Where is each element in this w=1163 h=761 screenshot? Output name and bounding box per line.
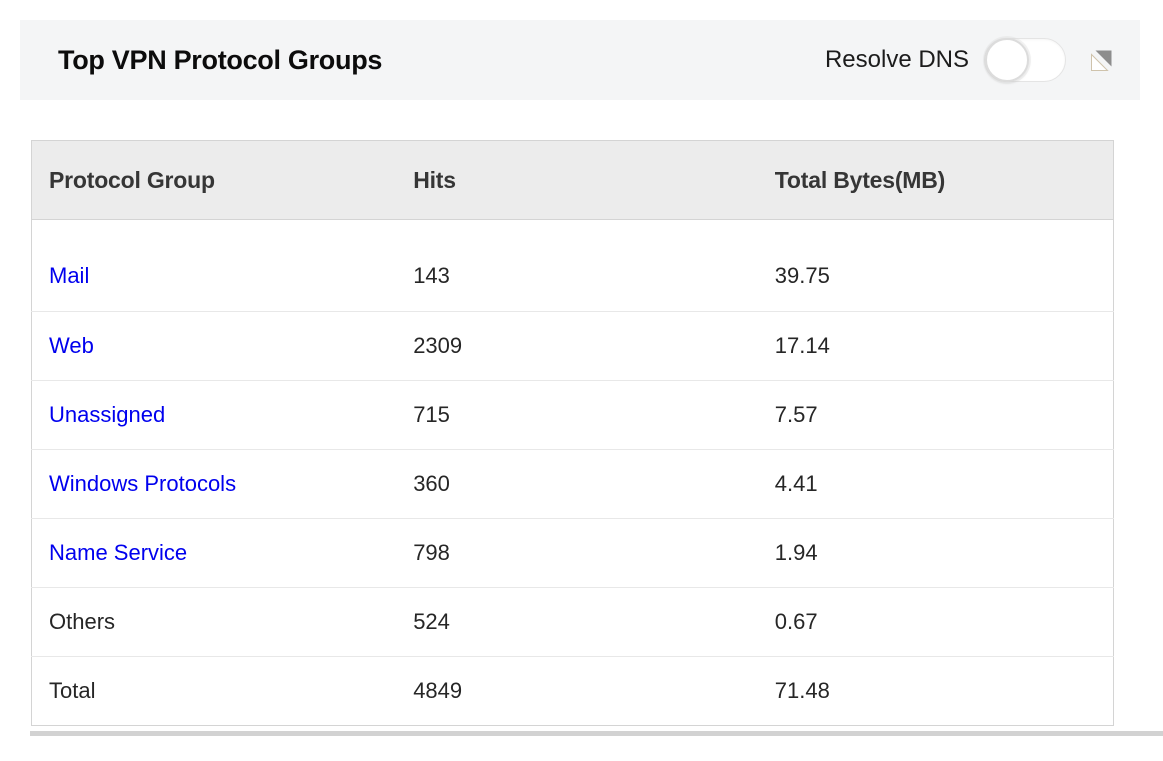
- total-bytes-cell: 1.94: [757, 518, 1114, 588]
- hits-cell: 360: [396, 449, 758, 519]
- hits-cell: 798: [396, 518, 758, 588]
- protocol-group-link[interactable]: Unassigned: [49, 402, 166, 427]
- total-bytes-cell: 17.14: [757, 311, 1114, 381]
- resolve-dns-toggle[interactable]: [984, 38, 1066, 82]
- protocol-groups-table: Protocol Group Hits Total Bytes(MB) Mail…: [31, 140, 1114, 726]
- total-bytes-cell: 0.67: [757, 587, 1114, 657]
- toggle-knob[interactable]: [985, 38, 1029, 82]
- total-bytes-cell: 4.41: [757, 449, 1114, 519]
- table-row: Unassigned 715 7.57: [31, 380, 1114, 450]
- protocol-groups-table-container: Protocol Group Hits Total Bytes(MB) Mail…: [31, 140, 1114, 726]
- table-row: Web 2309 17.14: [31, 311, 1114, 381]
- total-bytes-cell: 39.75: [774, 262, 830, 288]
- protocol-group-cell: Windows Protocols: [31, 449, 397, 519]
- protocol-group-text: Others: [49, 609, 116, 634]
- column-header-hits: Hits: [396, 140, 758, 220]
- total-bytes-cell: 7.57: [757, 380, 1114, 450]
- table-row: Others 524 0.67: [31, 587, 1114, 657]
- hits-cell: 2309: [396, 311, 758, 381]
- table-row: Windows Protocols 360 4.41: [31, 449, 1114, 519]
- header-controls: Resolve DNS: [825, 38, 1112, 82]
- resolve-dns-label: Resolve DNS: [824, 46, 969, 73]
- widget-header-bar: Top VPN Protocol Groups Resolve DNS: [20, 20, 1140, 100]
- column-header-protocol-group: Protocol Group: [31, 140, 397, 220]
- resize-diagonal-icon[interactable]: [1091, 50, 1112, 71]
- protocol-group-link[interactable]: Mail: [49, 262, 90, 288]
- hits-cell: 524: [396, 587, 758, 657]
- hits-cell: 143: [413, 262, 450, 288]
- hits-cell: 715: [396, 380, 758, 450]
- protocol-group-link[interactable]: Windows Protocols: [49, 471, 237, 496]
- table-row: Mail 143 39.75: [32, 220, 1114, 312]
- protocol-group-cell: Unassigned: [31, 380, 397, 450]
- protocol-group-cell: Web: [31, 311, 397, 381]
- table-header-row: Protocol Group Hits Total Bytes(MB): [31, 140, 1114, 220]
- protocol-group-link[interactable]: Name Service: [49, 540, 188, 565]
- protocol-group-text: Total: [49, 678, 96, 703]
- protocol-group-cell: Total: [31, 656, 397, 726]
- widget-title: Top VPN Protocol Groups: [58, 44, 383, 75]
- protocol-group-cell: Name Service: [31, 518, 397, 588]
- protocol-group-cell: Others: [31, 587, 397, 657]
- next-widget-top-edge: [30, 731, 1163, 736]
- protocol-group-link[interactable]: Web: [49, 333, 94, 358]
- protocol-group-cell: Mail: [32, 220, 397, 312]
- column-header-total-bytes: Total Bytes(MB): [757, 140, 1114, 220]
- table-row: Name Service 798 1.94: [31, 518, 1114, 588]
- total-bytes-cell: 71.48: [757, 656, 1114, 726]
- table-row: Total 4849 71.48: [31, 656, 1114, 726]
- hits-cell: 4849: [396, 656, 758, 726]
